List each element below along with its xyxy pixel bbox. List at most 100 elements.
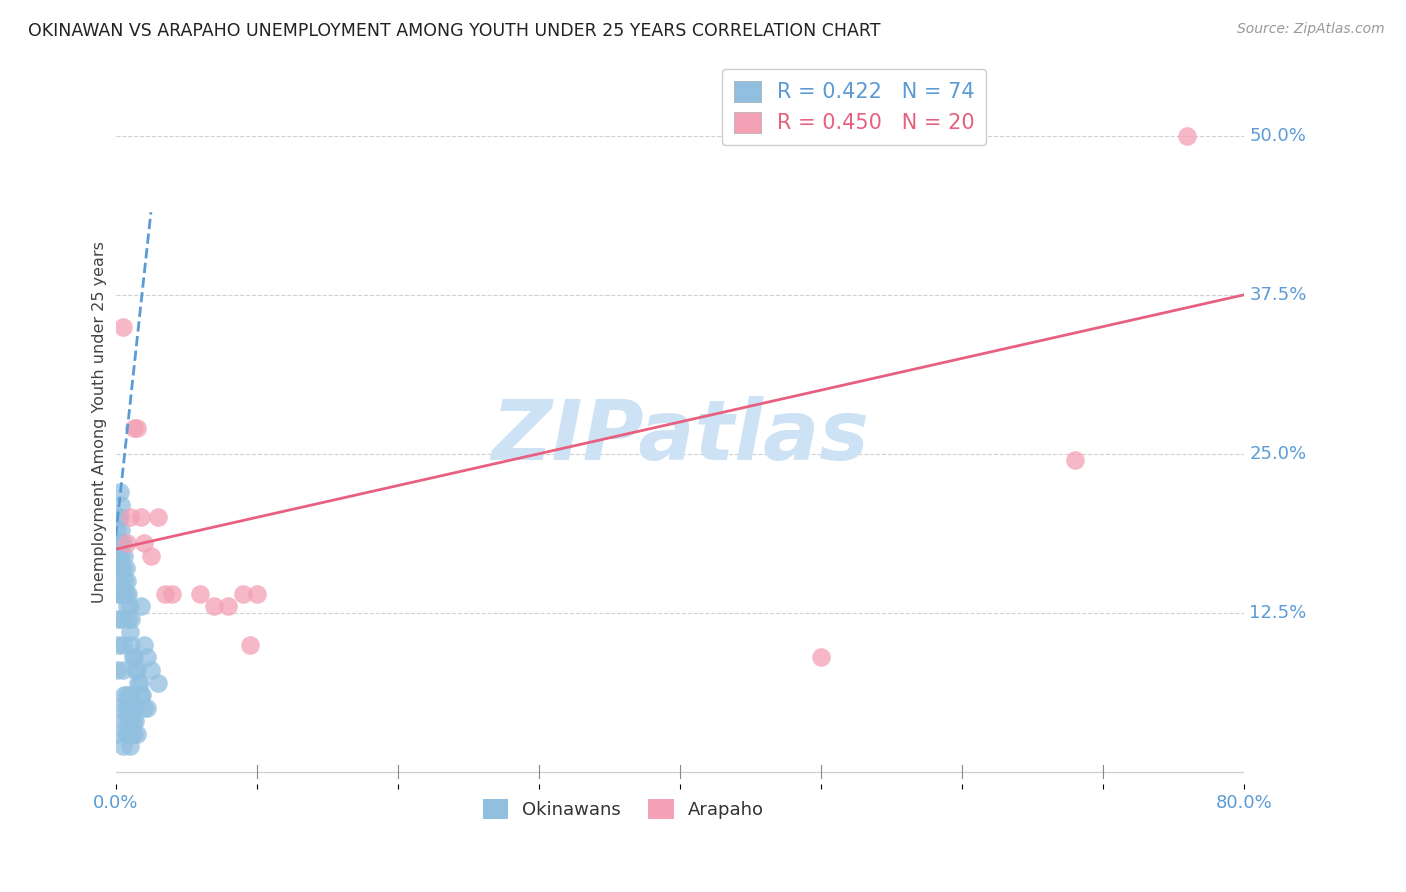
Point [105, 663, 128, 677]
Point [132, 536, 155, 550]
Point [114, 726, 136, 740]
Point [132, 638, 155, 652]
Point [246, 587, 269, 601]
Point [111, 739, 134, 754]
Point [112, 689, 135, 703]
Point [108, 561, 131, 575]
Point [232, 587, 254, 601]
Point [118, 624, 141, 639]
Point [122, 421, 145, 435]
Point [125, 726, 148, 740]
Point [118, 689, 141, 703]
Text: ZIPatlas: ZIPatlas [491, 396, 869, 477]
Text: 25.0%: 25.0% [1250, 445, 1306, 463]
Point [108, 574, 131, 588]
Text: OKINAWAN VS ARAPAHO UNEMPLOYMENT AMONG YOUTH UNDER 25 YEARS CORRELATION CHART: OKINAWAN VS ARAPAHO UNEMPLOYMENT AMONG Y… [28, 22, 880, 40]
Point [239, 638, 262, 652]
Point [110, 549, 132, 563]
Point [202, 599, 225, 614]
Point [117, 612, 139, 626]
Point [118, 599, 141, 614]
Point [153, 587, 176, 601]
Point [122, 726, 145, 740]
Point [111, 561, 134, 575]
Point [111, 319, 134, 334]
Y-axis label: Unemployment Among Youth under 25 years: Unemployment Among Youth under 25 years [93, 241, 107, 603]
Point [107, 612, 129, 626]
Point [120, 701, 142, 715]
Point [115, 599, 138, 614]
Point [105, 523, 128, 537]
Text: 12.5%: 12.5% [1250, 604, 1306, 622]
Point [110, 523, 132, 537]
Legend: Okinawans, Arapaho: Okinawans, Arapaho [475, 792, 772, 826]
Point [115, 714, 138, 728]
Point [114, 701, 136, 715]
Point [111, 663, 134, 677]
Point [118, 739, 141, 754]
Point [188, 587, 211, 601]
Point [121, 650, 143, 665]
Point [125, 421, 148, 435]
Point [112, 714, 135, 728]
Point [1177, 128, 1199, 143]
Point [129, 599, 152, 614]
Text: 50.0%: 50.0% [1250, 127, 1306, 145]
Point [105, 561, 128, 575]
Point [108, 536, 131, 550]
Point [124, 663, 146, 677]
Point [112, 574, 135, 588]
Point [1063, 453, 1085, 467]
Point [127, 675, 149, 690]
Point [117, 701, 139, 715]
Point [139, 663, 162, 677]
Text: 37.5%: 37.5% [1250, 285, 1306, 304]
Point [120, 726, 142, 740]
Point [115, 536, 138, 550]
Point [118, 714, 141, 728]
Point [218, 599, 240, 614]
Text: Source: ZipAtlas.com: Source: ZipAtlas.com [1237, 22, 1385, 37]
Point [135, 701, 157, 715]
Point [111, 536, 134, 550]
Point [107, 587, 129, 601]
Point [117, 587, 139, 601]
Point [128, 675, 150, 690]
Point [139, 549, 162, 563]
Point [132, 701, 155, 715]
Point [146, 675, 169, 690]
Point [115, 574, 138, 588]
Point [114, 587, 136, 601]
Point [118, 510, 141, 524]
Point [810, 650, 832, 665]
Point [112, 549, 135, 563]
Point [117, 726, 139, 740]
Point [135, 650, 157, 665]
Point [107, 638, 129, 652]
Point [121, 714, 143, 728]
Point [105, 701, 128, 715]
Point [110, 498, 132, 512]
Point [111, 587, 134, 601]
Point [124, 714, 146, 728]
Point [110, 612, 132, 626]
Point [120, 638, 142, 652]
Point [111, 638, 134, 652]
Point [114, 561, 136, 575]
Point [105, 726, 128, 740]
Point [129, 510, 152, 524]
Point [107, 549, 129, 563]
Point [107, 510, 129, 524]
Point [108, 510, 131, 524]
Point [107, 549, 129, 563]
Point [146, 510, 169, 524]
Point [160, 587, 183, 601]
Point [125, 663, 148, 677]
Point [122, 701, 145, 715]
Point [122, 650, 145, 665]
Point [120, 612, 142, 626]
Point [129, 689, 152, 703]
Point [108, 536, 131, 550]
Point [131, 689, 153, 703]
Point [110, 587, 132, 601]
